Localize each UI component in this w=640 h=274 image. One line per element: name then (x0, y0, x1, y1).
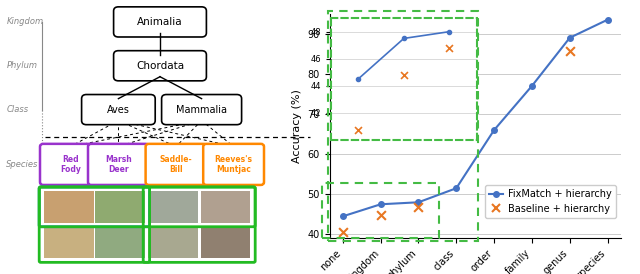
Legend: FixMatch + hierarchy, Baseline + hierarchy: FixMatch + hierarchy, Baseline + hierarc… (485, 185, 616, 218)
Text: Mammalia: Mammalia (176, 105, 227, 115)
Text: Kingdom: Kingdom (6, 18, 44, 26)
Text: Marsh
Deer: Marsh Deer (105, 155, 132, 174)
Bar (44, 191, 93, 222)
FancyBboxPatch shape (204, 144, 264, 185)
Bar (95, 191, 145, 222)
Text: Red
Fody: Red Fody (60, 155, 81, 174)
Point (376, 213, 386, 217)
Bar (322, 183, 439, 238)
Bar (148, 191, 198, 222)
Bar (44, 227, 93, 258)
FancyBboxPatch shape (82, 95, 155, 125)
Text: Aves: Aves (107, 105, 130, 115)
Point (338, 229, 348, 234)
Point (564, 48, 575, 53)
Text: Saddle-
Bill: Saddle- Bill (160, 155, 192, 174)
Bar (201, 227, 250, 258)
FancyBboxPatch shape (114, 51, 206, 81)
FancyBboxPatch shape (114, 7, 206, 37)
Text: Animalia: Animalia (137, 17, 183, 27)
Text: Chordata: Chordata (136, 61, 184, 71)
Point (413, 205, 424, 209)
FancyBboxPatch shape (161, 95, 242, 125)
Text: Phylum: Phylum (6, 61, 37, 70)
Text: Reeves's
Muntjac: Reeves's Muntjac (214, 155, 253, 174)
FancyBboxPatch shape (146, 144, 206, 185)
FancyBboxPatch shape (40, 144, 101, 185)
Bar (148, 227, 198, 258)
Text: Class: Class (6, 105, 29, 114)
Bar (95, 227, 145, 258)
Bar (201, 191, 250, 222)
FancyBboxPatch shape (88, 144, 148, 185)
Y-axis label: Accuracy (%): Accuracy (%) (292, 89, 302, 163)
Text: Species: Species (6, 160, 39, 169)
